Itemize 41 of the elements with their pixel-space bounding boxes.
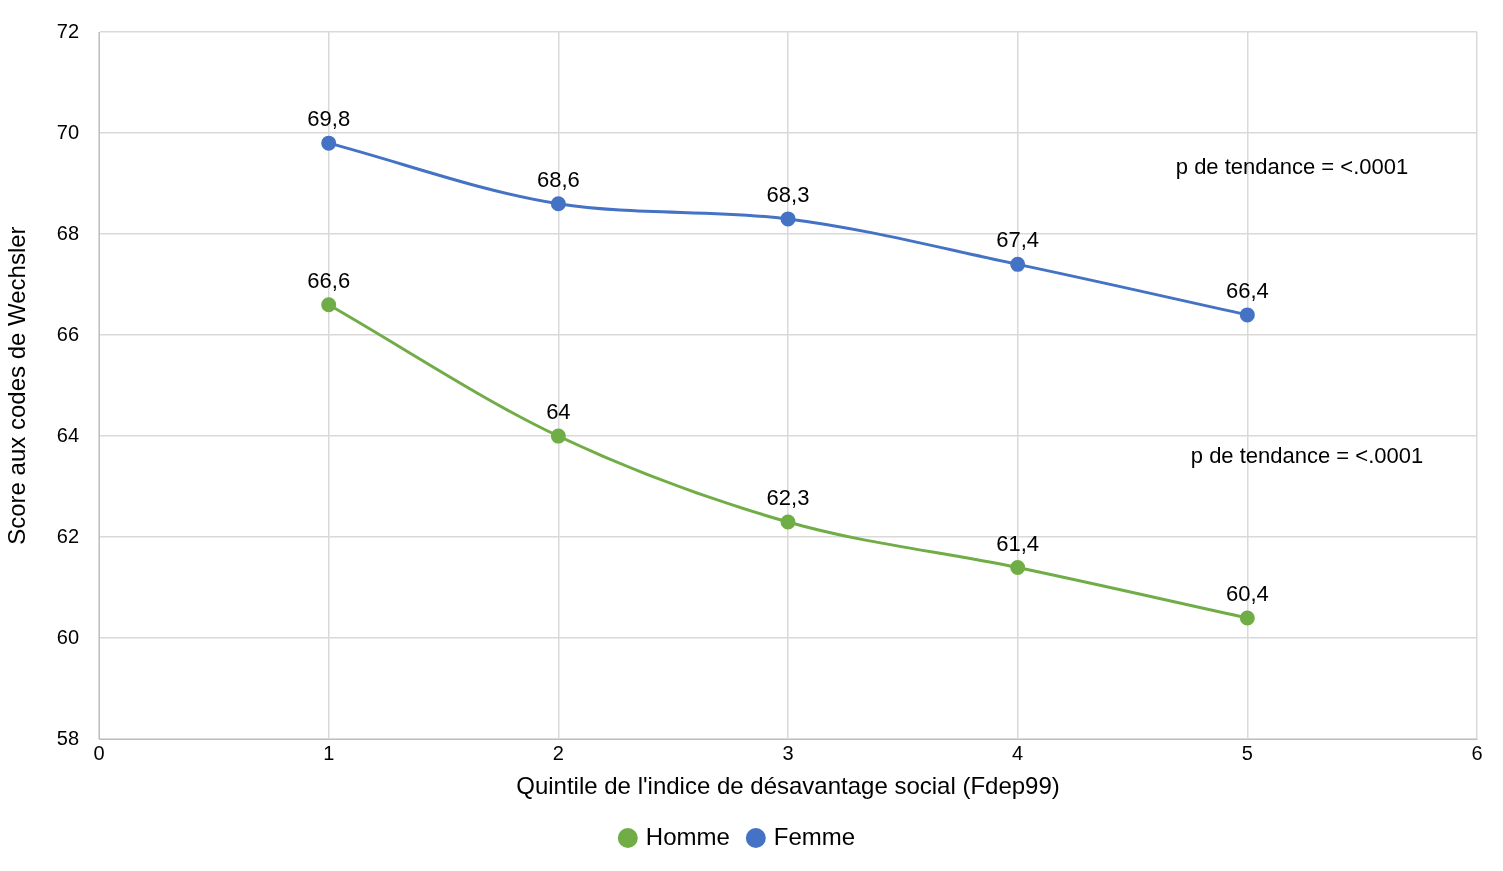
legend-label: Femme [773,822,856,850]
x-tick-label: 4 [1012,741,1024,764]
data-label: 62,3 [766,485,810,511]
x-tick-label: 0 [93,741,105,764]
y-tick-label: 58 [56,726,80,749]
x-tick-label: 5 [1241,741,1253,764]
data-label: 60,4 [1225,581,1269,607]
y-axis-title: Score aux codes de Wechsler [3,226,31,545]
y-tick-label: 60 [56,625,80,648]
data-label: 66,4 [1225,277,1269,303]
point [780,514,796,530]
y-tick-label: 66 [56,322,80,345]
y-tick-label: 72 [56,19,80,42]
data-label: 64 [546,399,571,425]
data-label: 66,6 [307,267,351,293]
x-tick-label: 6 [1471,741,1483,764]
annotation: p de tendance = <.0001 [1190,443,1424,469]
point [321,135,337,151]
data-label: 69,8 [307,106,351,132]
y-tick-label: 64 [56,423,80,446]
point [780,211,796,227]
point [1010,559,1026,575]
x-tick-label: 1 [323,741,335,764]
point [321,297,337,313]
point [550,196,566,212]
point [1239,610,1255,626]
point [550,428,566,444]
annotation: p de tendance = <.0001 [1175,154,1409,180]
point [1010,256,1026,272]
data-label: 61,4 [996,530,1040,556]
data-label: 68,3 [766,181,810,207]
data-label: 67,4 [996,227,1040,253]
y-tick-label: 70 [56,120,80,143]
x-tick-label: 2 [552,741,564,764]
x-tick-label: 3 [782,741,794,764]
legend-label: Homme [645,822,730,850]
x-axis-title: Quintile de l'indice de désavantage social (Fdep99) [516,772,1060,800]
point [1239,307,1255,323]
data-label: 68,6 [536,166,580,192]
y-tick-label: 68 [56,221,80,244]
y-tick-label: 62 [56,524,80,547]
